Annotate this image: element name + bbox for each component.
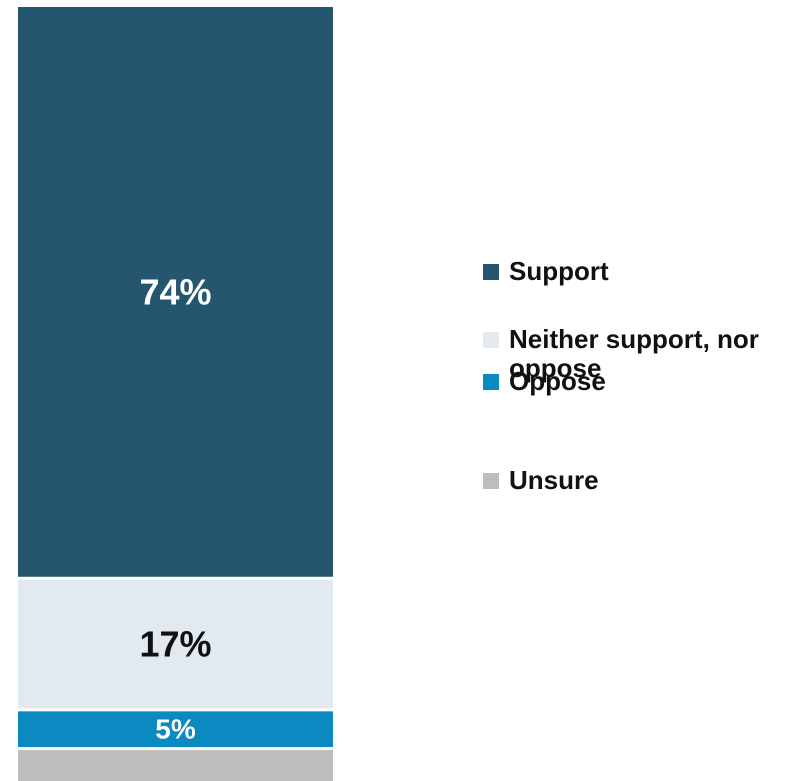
data-label-neither: 17%	[139, 624, 211, 665]
legend-label-neither: Neither support, nor oppose	[509, 324, 759, 383]
legend-label-unsure: Unsure	[509, 465, 599, 495]
legend-label-support: Support	[509, 256, 609, 286]
data-label-support: 74%	[139, 271, 211, 312]
data-label-oppose: 5%	[155, 714, 196, 745]
legend-label-oppose: Oppose	[509, 366, 606, 396]
bar-segment-unsure	[18, 750, 333, 781]
bar-segment-oppose	[18, 711, 333, 748]
chart-legend: Support Neither support, nor oppose Oppo…	[483, 0, 809, 781]
bar-segment-support	[18, 7, 333, 577]
bar-segment-neither	[18, 579, 333, 709]
legend-swatch-support	[483, 264, 499, 280]
legend-swatch-neither	[483, 332, 499, 348]
legend-swatch-oppose	[483, 374, 499, 390]
legend-swatch-unsure	[483, 473, 499, 489]
